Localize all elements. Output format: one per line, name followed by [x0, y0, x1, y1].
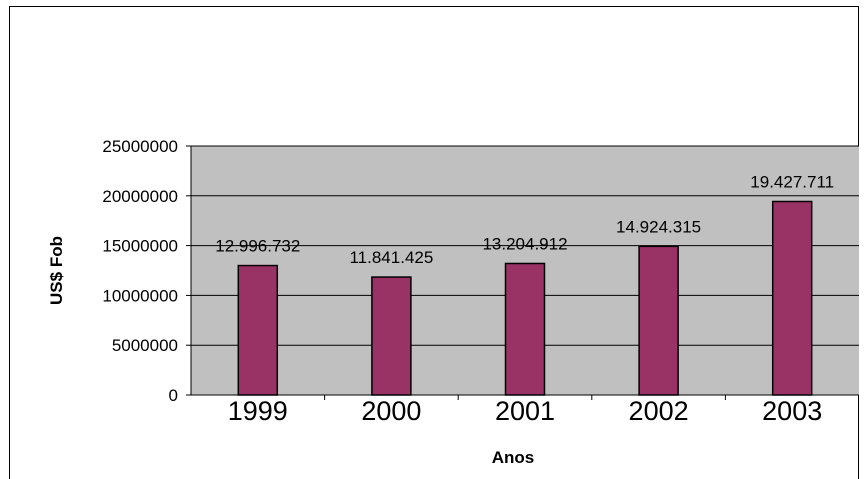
x-axis-title: Anos — [492, 448, 535, 467]
bar-2001 — [504, 262, 546, 396]
x-axis-ticks: 1999 2000 2001 2002 2003 — [228, 395, 822, 426]
data-label-2001: 13.204.912 — [482, 234, 567, 253]
data-label-2002: 14.924.315 — [616, 217, 701, 236]
x-tick-label-2003: 2003 — [762, 396, 822, 426]
y-axis-title: US$ Fob — [47, 236, 66, 305]
bars-group — [237, 200, 813, 396]
y-tick-label: 15000000 — [102, 237, 178, 256]
data-label-1999: 12.996.732 — [215, 237, 300, 256]
x-tick-label-2002: 2002 — [629, 396, 689, 426]
bar-2000 — [371, 276, 412, 396]
data-label-2003: 19.427.711 — [750, 173, 834, 192]
data-label-2000: 11.841.425 — [349, 248, 433, 267]
bar-2002 — [638, 245, 679, 396]
y-tick-label: 20000000 — [102, 187, 178, 206]
y-tick-label: 25000000 — [102, 137, 178, 156]
y-tick-label: 5000000 — [112, 336, 178, 355]
y-tick-label: 10000000 — [102, 286, 178, 305]
y-tick-label: 0 — [169, 386, 178, 405]
x-tick-label-2000: 2000 — [361, 396, 421, 426]
bar-1999 — [237, 264, 279, 396]
bar-2003 — [771, 200, 813, 396]
data-labels-group: 12.996.732 11.841.425 13.204.912 14.924.315… — [215, 173, 834, 268]
y-axis-ticks: 0 5000000 10000000 15000000 20000000 25000000 — [102, 137, 191, 405]
x-tick-label-1999: 1999 — [228, 396, 288, 426]
x-tick-label-2001: 2001 — [495, 396, 555, 426]
